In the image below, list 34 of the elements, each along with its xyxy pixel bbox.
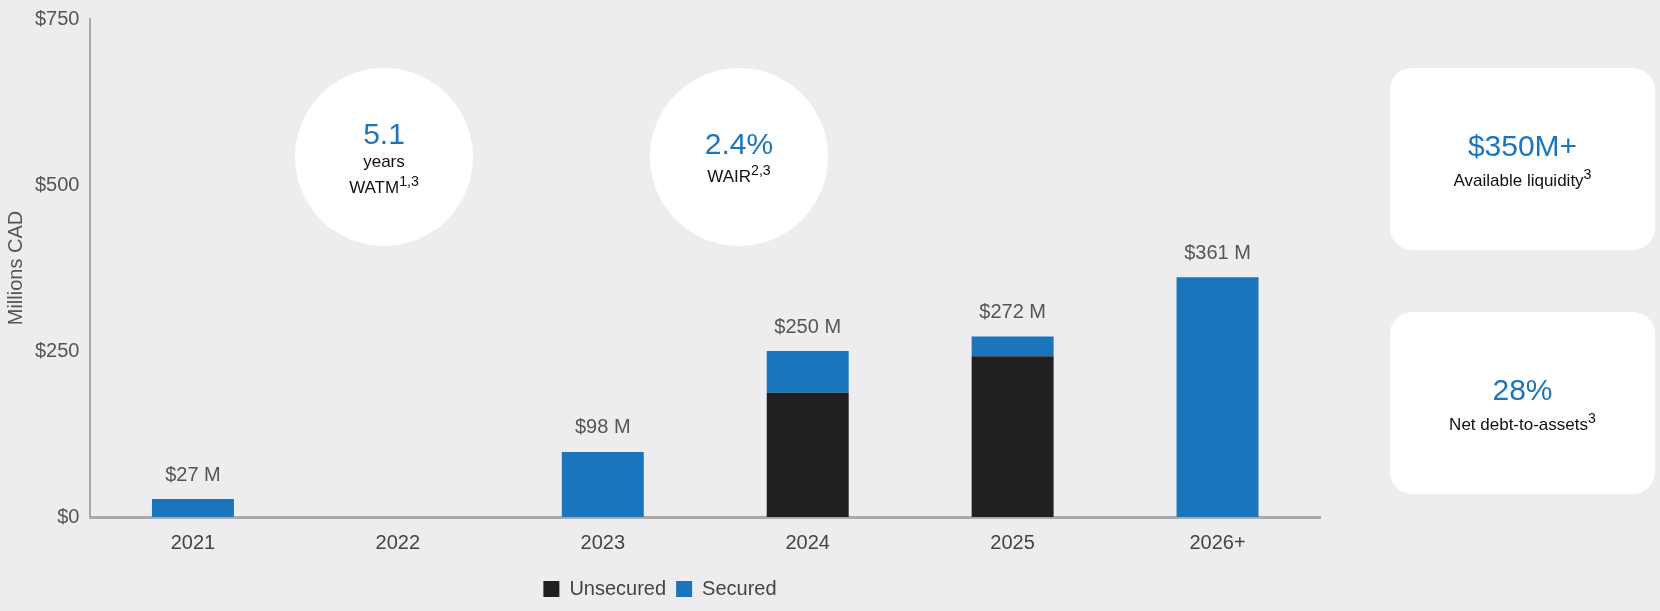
bar bbox=[1176, 277, 1259, 517]
info-card: 28% Net debt-to-assets$^{3}$ bbox=[1390, 312, 1655, 494]
bar bbox=[151, 499, 234, 517]
bar bbox=[971, 356, 1054, 517]
x-tick-label: 2022 bbox=[375, 530, 421, 553]
annotation: WAIR$^{2,3}$ bbox=[707, 162, 771, 188]
circle-badge: 2.4% WAIR$^{2,3}$ bbox=[650, 68, 828, 246]
y-tick-label: $500 bbox=[34, 172, 80, 195]
annotation: years bbox=[363, 152, 405, 173]
bar bbox=[766, 351, 849, 393]
total-label: $98 M bbox=[574, 415, 631, 438]
total-label: $27 M bbox=[165, 462, 221, 485]
bar bbox=[561, 451, 644, 517]
annotation: 5.1 bbox=[363, 116, 405, 153]
info-card: $350M+ Available liquidity$^{3}$ bbox=[1390, 68, 1655, 250]
total-label: $250 M bbox=[774, 314, 842, 337]
bar bbox=[766, 392, 849, 517]
annotation: WATM$^{1,3}$ bbox=[349, 172, 419, 198]
legend-label: Secured bbox=[702, 576, 777, 599]
y-axis-title: Millions CAD bbox=[3, 210, 26, 326]
x-tick-label: 2023 bbox=[580, 530, 626, 553]
annotation: 2.4% bbox=[704, 126, 774, 163]
circle-badge: 5.1 years WATM$^{1,3}$ bbox=[295, 68, 473, 246]
y-tick-label: $250 bbox=[34, 338, 80, 361]
total-label: $272 M bbox=[979, 299, 1046, 322]
x-tick-label: 2021 bbox=[170, 530, 216, 553]
y-tick-label: $750 bbox=[34, 6, 80, 29]
y-tick-label: $0 bbox=[57, 504, 80, 527]
x-tick-label: 2025 bbox=[990, 530, 1035, 553]
bar bbox=[971, 336, 1054, 357]
total-label: $361 M bbox=[1184, 240, 1251, 263]
x-tick-label: 2026+ bbox=[1189, 530, 1246, 553]
legend-label: Unsecured bbox=[569, 576, 667, 599]
x-tick-label: 2024 bbox=[785, 530, 830, 553]
